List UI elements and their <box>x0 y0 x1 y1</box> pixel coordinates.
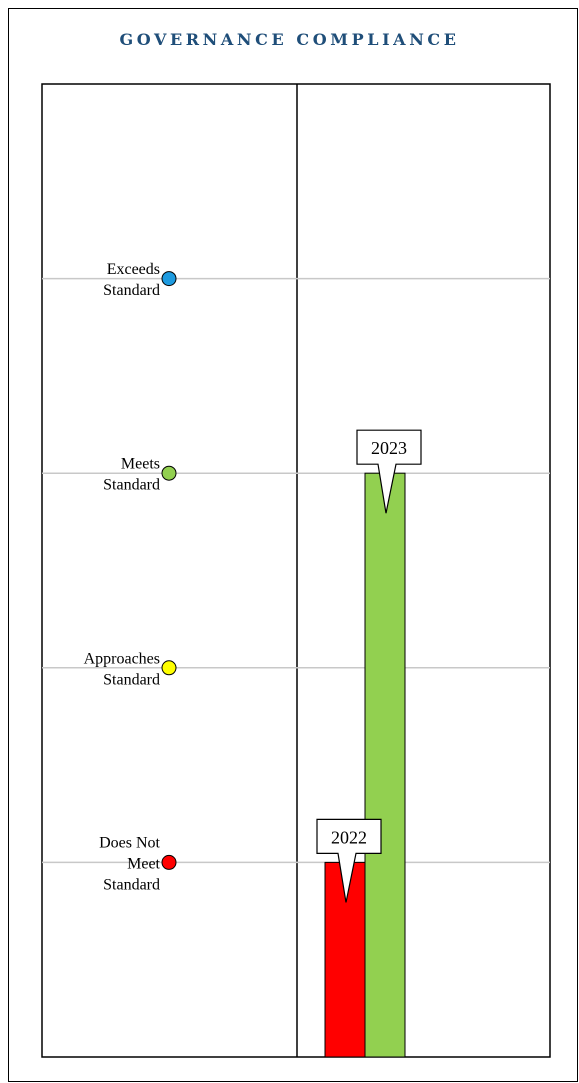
level-label: Approaches <box>84 650 160 667</box>
bar-label: 2022 <box>331 827 367 847</box>
level-label: Does Not <box>99 834 160 851</box>
level-label: Standard <box>103 477 160 494</box>
bar-callout <box>356 429 422 514</box>
plot-border <box>41 83 551 1058</box>
bar-label: 2023 <box>371 438 407 458</box>
level-label: Standard <box>103 282 160 299</box>
bar <box>364 472 406 1058</box>
level-marker <box>161 465 177 481</box>
chart-frame <box>8 8 578 1082</box>
level-label: Standard <box>103 671 160 688</box>
level-marker <box>161 854 177 870</box>
level-label: Meets <box>121 456 160 473</box>
level-label: Exceeds <box>107 261 160 278</box>
chart-title: GOVERNANCE COMPLIANCE <box>119 30 460 49</box>
level-label: Meet <box>127 855 160 872</box>
level-marker <box>161 271 177 287</box>
bar-callout <box>316 818 382 903</box>
level-label: Standard <box>103 876 160 893</box>
level-marker <box>161 660 177 676</box>
